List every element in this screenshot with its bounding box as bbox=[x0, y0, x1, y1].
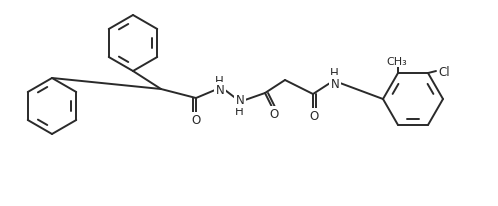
Text: N: N bbox=[216, 84, 225, 97]
Text: H: H bbox=[235, 104, 244, 117]
Text: O: O bbox=[191, 114, 201, 127]
Text: N: N bbox=[331, 77, 339, 90]
Text: CH₃: CH₃ bbox=[386, 57, 407, 67]
Text: O: O bbox=[269, 108, 278, 121]
Text: Cl: Cl bbox=[438, 65, 450, 78]
Text: O: O bbox=[309, 110, 319, 123]
Text: H: H bbox=[330, 67, 338, 80]
Text: H: H bbox=[215, 75, 224, 88]
Text: N: N bbox=[236, 94, 245, 107]
